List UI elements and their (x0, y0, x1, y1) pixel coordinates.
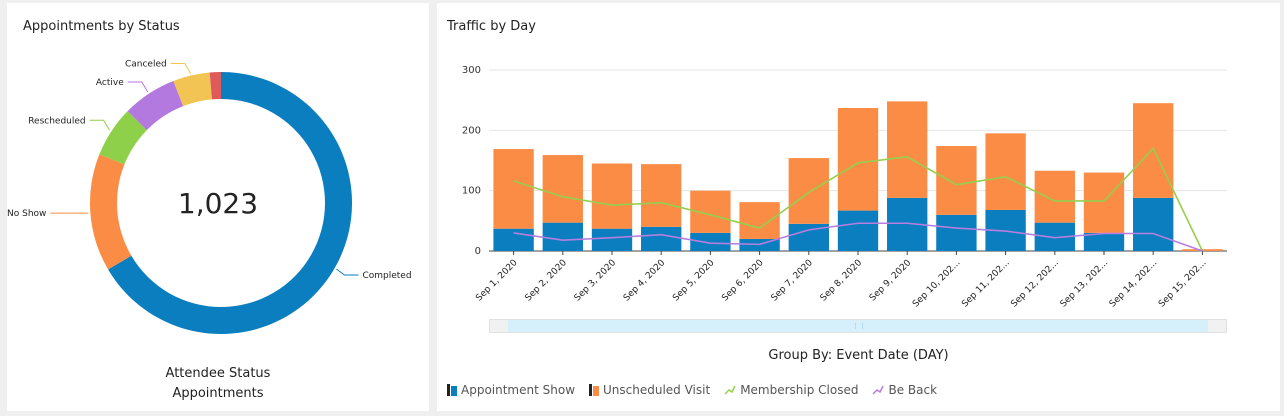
bar-unscheduled-visit[interactable] (887, 101, 928, 198)
x-tick-label: Sep 6, 2020 (720, 258, 766, 304)
x-tick-label: Sep 7, 2020 (770, 258, 816, 304)
bar-unscheduled-visit[interactable] (591, 163, 633, 229)
legend-item-be-back[interactable]: Be Back (872, 383, 937, 397)
donut-leader-line (127, 81, 149, 93)
donut-slice-active[interactable] (127, 80, 184, 131)
donut-caption-line1: Attendee Status (165, 366, 271, 381)
donut-slice-label: No Show (7, 209, 46, 219)
legend-item-unscheduled-visit[interactable]: Unscheduled Visit (589, 383, 710, 397)
bar-appointment-show[interactable] (936, 214, 977, 251)
bar-unscheduled-visit[interactable] (788, 158, 829, 224)
x-tick-label: Sep 8, 2020 (819, 258, 865, 304)
bar-unscheduled-visit[interactable] (739, 202, 780, 239)
legend-item-membership-closed[interactable]: Membership Closed (724, 383, 858, 397)
legend-label: Be Back (888, 383, 938, 397)
chart-scrollbar-thumb[interactable] (508, 320, 1208, 332)
donut-slice-label: Rescheduled (28, 116, 85, 126)
donut-slice-other[interactable] (209, 72, 221, 100)
bar-appointment-show[interactable] (493, 228, 534, 251)
x-tick-label: Sep 11, 202... (960, 258, 1011, 309)
y-tick-label: 0 (475, 246, 481, 257)
donut-total: 1,023 (177, 187, 259, 220)
y-tick-label: 100 (462, 186, 481, 197)
donut-slice-rescheduled[interactable] (99, 111, 147, 165)
bar-series-icon (447, 384, 457, 396)
x-tick-label: Sep 10, 202... (911, 258, 962, 309)
group-by-label: Group By: Event Date (DAY) (768, 348, 949, 363)
x-tick-label: Sep 12, 202... (1009, 258, 1060, 309)
donut-slice-label: Active (96, 78, 124, 88)
line-be-back[interactable] (513, 222, 1203, 252)
donut-leader-line (336, 268, 359, 276)
traffic-chart: 0 100 200 300 Sep 1, 2020 Sep 2, 2020 Sep 3, 2… (462, 65, 1227, 310)
x-tick-label: Sep 9, 2020 (868, 258, 914, 304)
traffic-by-day-card: Traffic by Day 0 100 200 300 Sep 1, 2020 Sep … (437, 3, 1280, 411)
donut-chart: Completed No Show Rescheduled ActiveCancele… (7, 59, 412, 335)
donut-leader-line (170, 62, 192, 74)
line-membership-closed[interactable] (513, 147, 1204, 252)
bar-unscheduled-visit[interactable] (542, 155, 583, 223)
bar-unscheduled-visit[interactable] (936, 146, 977, 215)
bar-appointment-show[interactable] (591, 228, 633, 251)
bar-appointment-show[interactable] (837, 210, 879, 251)
donut-slice-no-show[interactable] (90, 154, 132, 270)
bar-series-icon (589, 384, 600, 396)
x-tick-label: Sep 4, 2020 (622, 258, 668, 304)
bar-appointment-show[interactable] (641, 226, 682, 251)
x-tick-label: Sep 14, 202... (1108, 258, 1159, 309)
bar-appointment-show[interactable] (1133, 197, 1174, 251)
donut-slice-label: Canceled (125, 59, 167, 69)
x-tick-label: Sep 2, 2020 (524, 258, 570, 304)
bar-unscheduled-visit[interactable] (1083, 172, 1125, 233)
x-tick-label: Sep 13, 202... (1059, 258, 1110, 309)
bar-appointment-show[interactable] (1083, 232, 1125, 251)
legend-item-appointment-show[interactable]: Appointment Show (447, 383, 575, 397)
legend-label: Membership Closed (740, 383, 859, 397)
y-tick-label: 200 (462, 125, 481, 136)
x-tick-label: Sep 3, 2020 (573, 258, 619, 304)
donut-slice-canceled[interactable] (173, 72, 212, 107)
scrollbar-grip-icon (855, 323, 863, 329)
bar-unscheduled-visit[interactable] (985, 133, 1026, 210)
x-tick-label: Sep 5, 2020 (671, 258, 717, 304)
donut-card-title: Appointments by Status (23, 19, 180, 34)
chart-scrollbar[interactable] (489, 319, 1227, 333)
donut-caption-line2: Appointments (172, 386, 264, 401)
bar-unscheduled-visit[interactable] (493, 149, 534, 229)
bar-unscheduled-visit[interactable] (1133, 103, 1174, 198)
line-series-icon (872, 385, 885, 395)
line-series-icon (724, 385, 736, 395)
x-tick-label: Sep 1, 2020 (474, 258, 520, 304)
bar-unscheduled-visit[interactable] (641, 164, 682, 227)
chart-legend: Appointment Show Unscheduled Visit Membe… (447, 383, 937, 397)
x-tick-label: Sep 15, 202... (1157, 258, 1208, 309)
legend-label: Unscheduled Visit (603, 383, 711, 397)
y-tick-label: 300 (462, 65, 481, 76)
bar-unscheduled-visit[interactable] (1034, 170, 1075, 223)
bar-unscheduled-visit[interactable] (837, 108, 879, 211)
donut-leader-line (89, 119, 111, 131)
bar-appointment-show[interactable] (542, 222, 583, 251)
appointments-by-status-card: Appointments by Status Completed No Show R… (7, 3, 429, 411)
bar-appointment-show[interactable] (690, 232, 731, 251)
donut-slice-label: Completed (362, 271, 411, 281)
traffic-card-title: Traffic by Day (447, 19, 536, 34)
legend-label: Appointment Show (461, 383, 576, 397)
